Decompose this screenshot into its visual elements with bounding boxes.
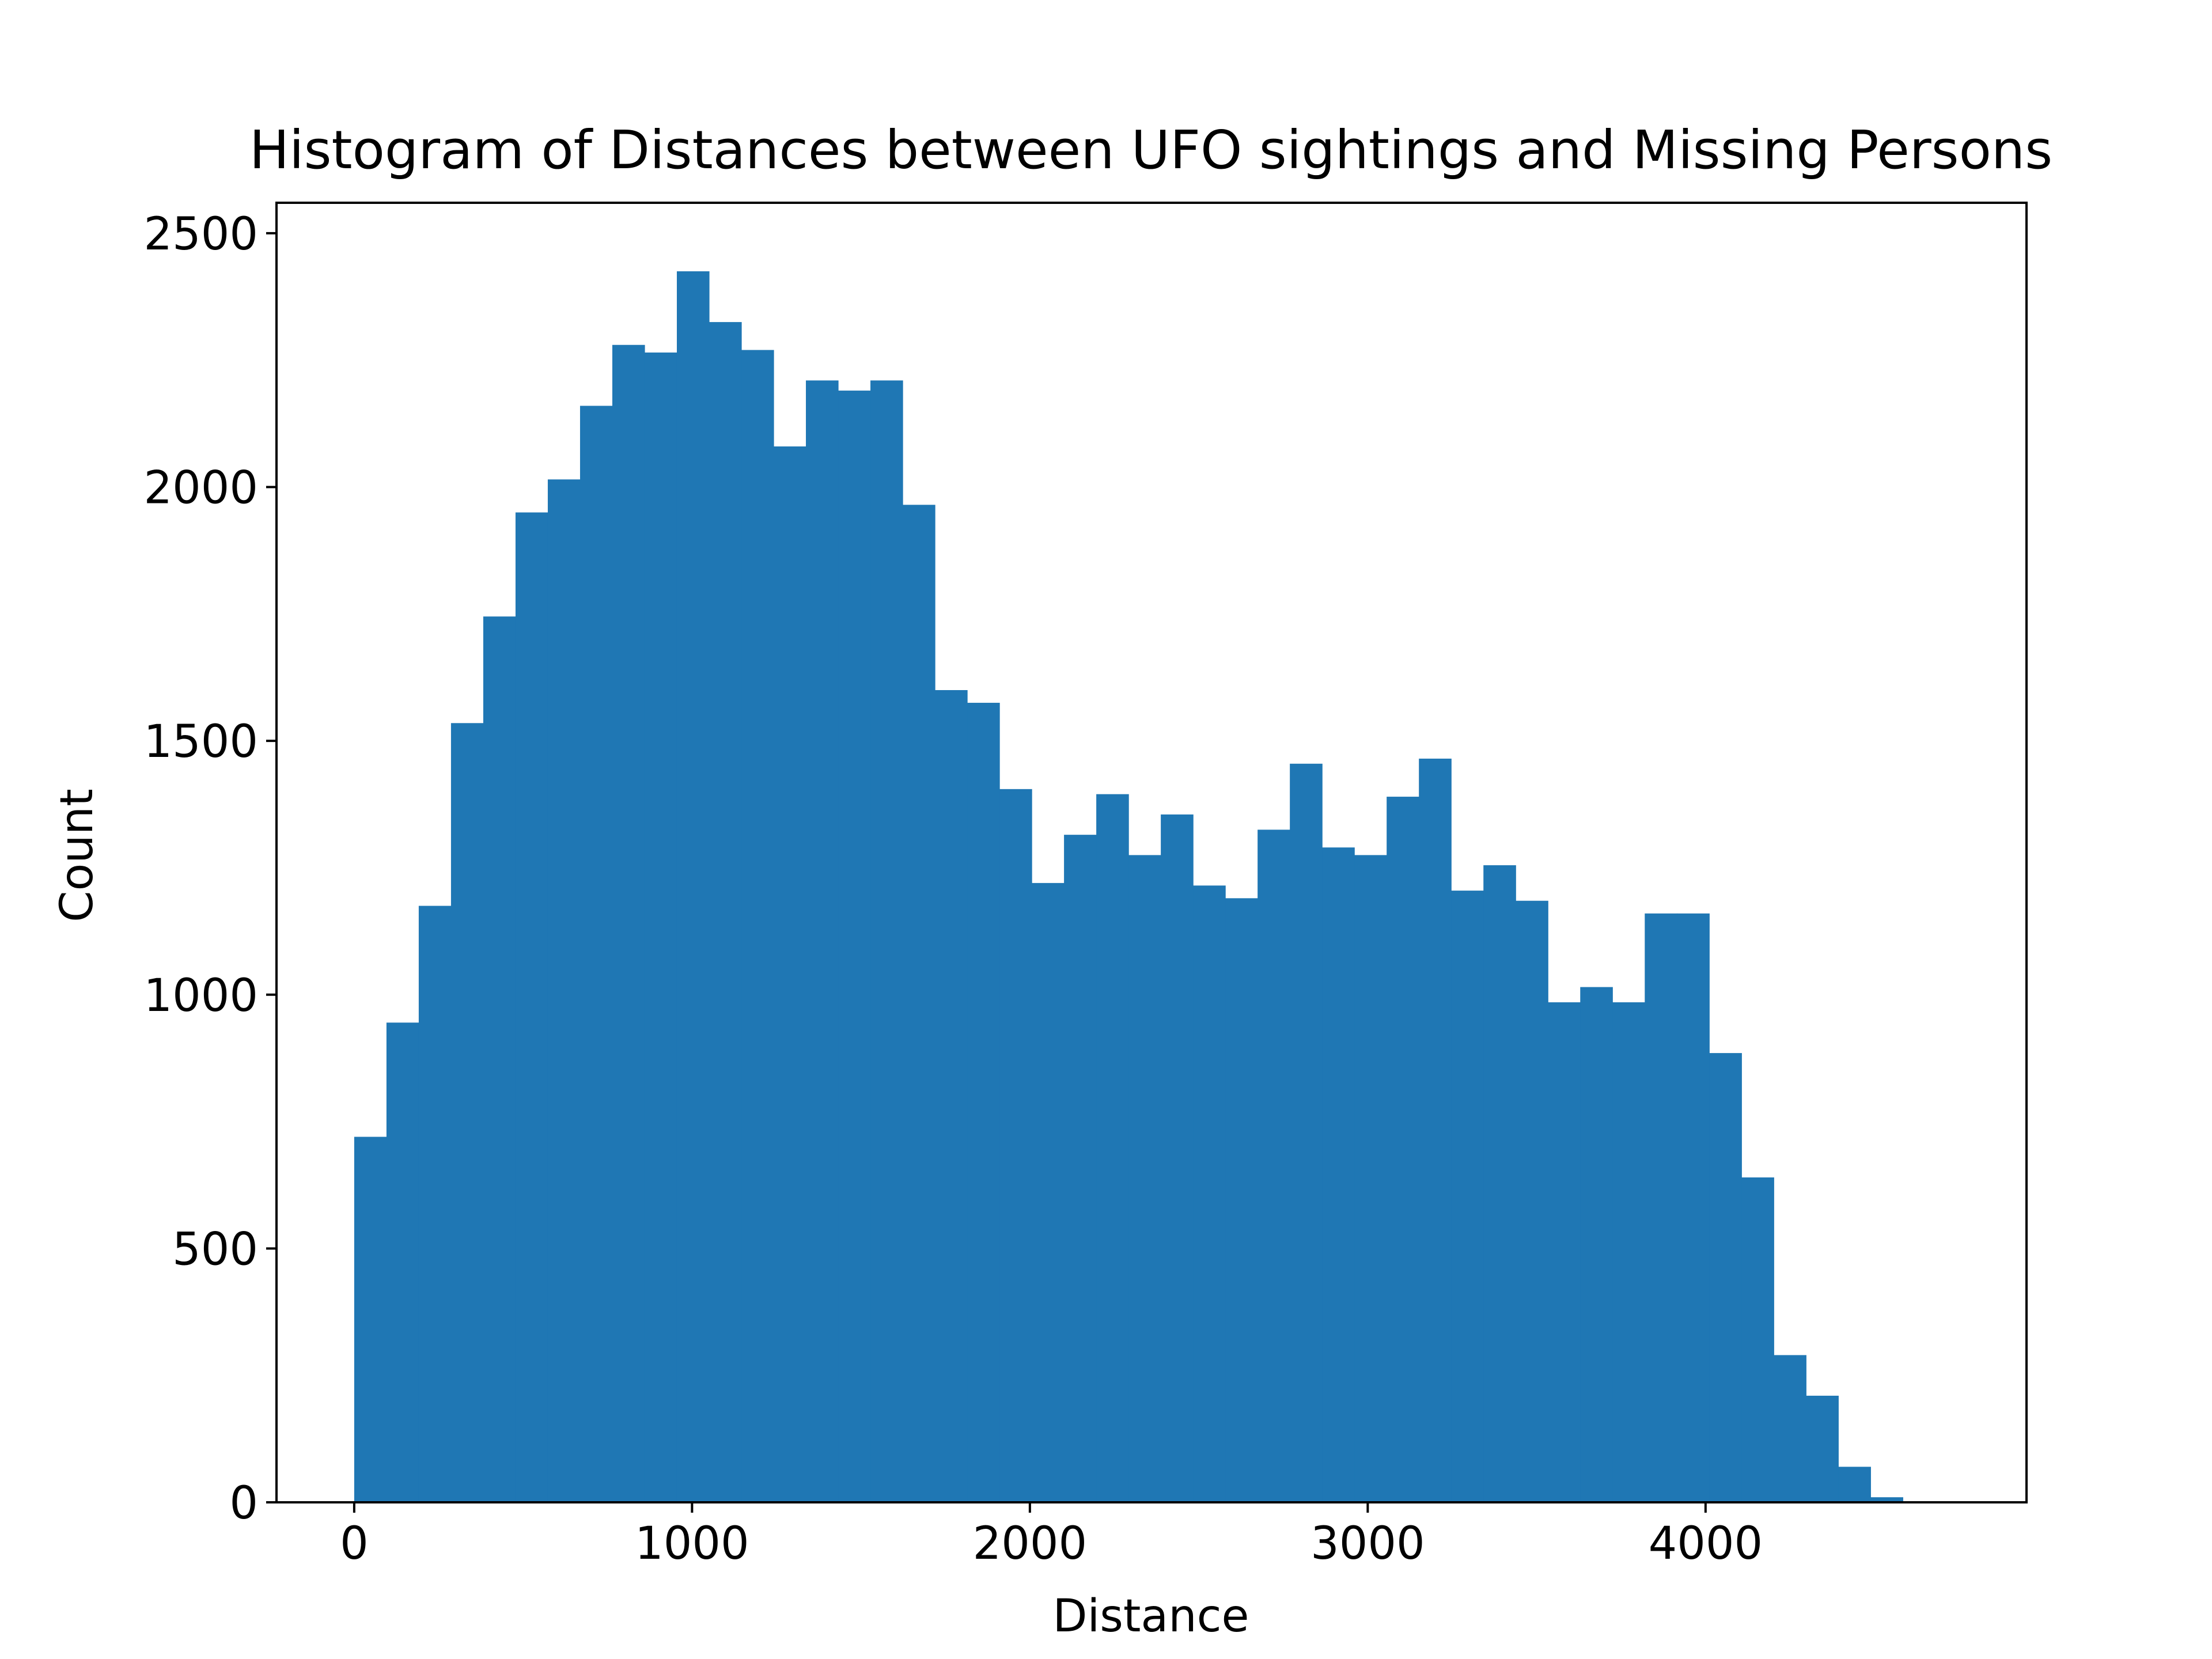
y-tick-label: 2000 [143, 463, 258, 514]
histogram-bar [1064, 835, 1097, 1502]
histogram-bar [935, 690, 968, 1502]
y-tick-label: 2500 [143, 209, 258, 260]
histogram-bar [354, 1137, 387, 1502]
histogram-bar [644, 352, 677, 1502]
histogram-bar [612, 344, 645, 1502]
y-axis-ticks: 0 500 1000 1500 2000 2500 [143, 209, 276, 1529]
y-tick-label: 1500 [143, 716, 258, 768]
plot-frame [275, 202, 2028, 1503]
histogram-bar [1096, 794, 1129, 1502]
histogram-bar [1451, 891, 1484, 1502]
y-tick-label: 0 [229, 1478, 258, 1529]
chart-title: Histogram of Distances between UFO sight… [249, 119, 2052, 181]
histogram-bar [1677, 913, 1710, 1502]
histogram-bar [1032, 882, 1065, 1502]
x-axis-label: Distance [1052, 1590, 1249, 1642]
histogram-bar [806, 380, 839, 1502]
histogram-bar [483, 616, 516, 1502]
histogram-bar [1806, 1395, 1839, 1502]
histogram-bar [870, 380, 903, 1502]
histogram-bar [1612, 1002, 1645, 1502]
x-tick-label: 4000 [1649, 1518, 1763, 1570]
y-tick-label: 1000 [143, 970, 258, 1022]
histogram-bar [1257, 830, 1290, 1502]
histogram-bar [1225, 898, 1258, 1502]
histogram-bar [1548, 1002, 1581, 1502]
histogram-bar [1516, 900, 1548, 1502]
x-tick-label: 3000 [1310, 1518, 1425, 1570]
histogram-bar [676, 271, 710, 1502]
histogram-bar [903, 505, 935, 1502]
histogram-bar [1483, 865, 1516, 1502]
histogram-bars [354, 271, 1903, 1502]
histogram-bar [1322, 847, 1355, 1502]
histogram-bar [1838, 1467, 1871, 1502]
histogram-bar [1870, 1497, 1903, 1502]
x-tick-label: 1000 [635, 1518, 749, 1570]
histogram-bar [579, 406, 613, 1502]
histogram-bar [547, 479, 581, 1502]
histogram-bar [1709, 1053, 1742, 1502]
x-axis-ticks: 0 1000 2000 3000 4000 [340, 1502, 1763, 1570]
histogram-bar [1580, 987, 1613, 1502]
histogram-bar [1387, 797, 1419, 1502]
histogram-bar [386, 1022, 419, 1502]
histogram-bar [709, 322, 742, 1502]
histogram-bar [1354, 855, 1387, 1502]
histogram-bar [1774, 1355, 1806, 1502]
histogram-bar [1741, 1177, 1774, 1502]
histogram-bar [999, 789, 1032, 1502]
y-tick-label: 500 [172, 1224, 258, 1275]
x-tick-label: 0 [340, 1518, 369, 1570]
histogram-bar [1290, 763, 1323, 1502]
x-tick-label: 2000 [973, 1518, 1088, 1570]
histogram-bar [418, 906, 452, 1502]
histogram-bar [741, 350, 774, 1502]
histogram-bar [774, 446, 806, 1502]
histogram-bar [1128, 855, 1161, 1502]
y-axis-label: Count [51, 789, 103, 922]
histogram-bar [450, 723, 484, 1502]
histogram-bar [1419, 758, 1452, 1502]
histogram-bar [1193, 885, 1226, 1502]
histogram-bar [838, 391, 871, 1502]
histogram-bar [515, 512, 548, 1502]
histogram-bar [1645, 913, 1677, 1502]
histogram-bar [967, 703, 1000, 1502]
histogram-bar [1161, 814, 1194, 1502]
